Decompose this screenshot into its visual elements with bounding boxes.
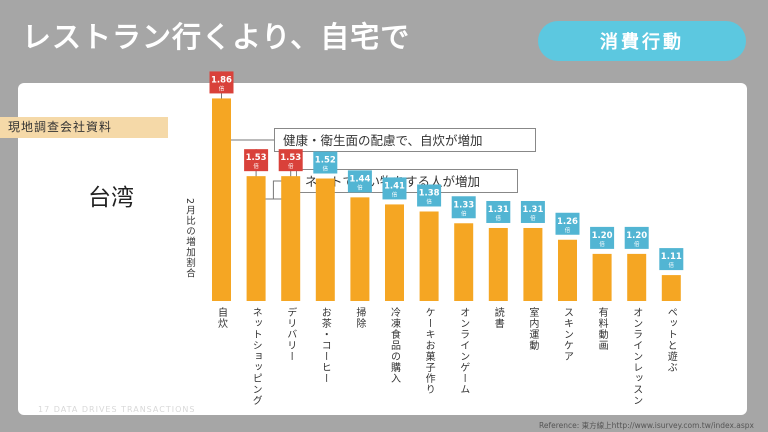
data-label-unit-11: 倍 (599, 240, 605, 248)
page-footer: 17 DATA DRIVES TRANSACTIONS (38, 405, 196, 414)
data-label-bg-7 (451, 196, 476, 219)
bar-10 (558, 239, 577, 301)
category-label-6: ケーキお菓子作り (423, 307, 435, 395)
data-label-unit-5: 倍 (392, 190, 398, 198)
page-title: レストラン行くより、自宅で (22, 20, 411, 54)
data-label-bg-1 (244, 149, 269, 172)
bar-4 (350, 197, 370, 301)
bar-11 (592, 253, 612, 301)
category-label-3: お茶・コーヒー (319, 307, 331, 384)
data-label-unit-7: 倍 (461, 209, 467, 217)
category-label-1: ネットショッピング (250, 307, 262, 406)
data-label-unit-0: 倍 (219, 84, 225, 92)
data-label-unit-9: 倍 (530, 214, 536, 222)
region-label: 台湾 (88, 185, 134, 211)
data-label-bg-8 (486, 200, 511, 223)
bar-3 (315, 178, 335, 301)
data-label-unit-2: 倍 (288, 162, 294, 170)
data-label-4: 1.44 (349, 174, 370, 184)
data-label-bg-5 (382, 177, 407, 200)
data-label-bg-13 (659, 248, 684, 271)
data-label-8: 1.31 (488, 205, 509, 215)
callout-box-cooking: 健康・衛生面の配慮で、自炊が増加 (274, 128, 536, 152)
data-label-unit-12: 倍 (634, 240, 640, 248)
bar-1 (246, 176, 266, 301)
data-label-11: 1.20 (592, 231, 613, 241)
category-label-11: 有料動画 (596, 307, 608, 351)
data-label-9: 1.31 (522, 205, 543, 215)
bar-7 (454, 223, 474, 301)
y-axis-label: 2月比の増加割合 (184, 198, 195, 279)
data-label-bg-4 (347, 170, 372, 193)
data-label-unit-6: 倍 (426, 197, 432, 205)
category-label-10: スキンケア (561, 307, 573, 362)
data-label-unit-13: 倍 (669, 261, 675, 269)
category-label-7: オンラインゲーム (457, 307, 469, 395)
data-label-5: 1.41 (384, 181, 405, 191)
bar-8 (488, 227, 508, 301)
data-label-unit-10: 倍 (565, 226, 571, 234)
data-label-bg-3 (313, 151, 338, 174)
data-label-bg-2 (278, 149, 303, 172)
category-label-4: 掃除 (353, 307, 365, 329)
data-label-unit-1: 倍 (253, 162, 259, 170)
bar-2 (281, 176, 301, 301)
bar-5 (385, 204, 404, 301)
bar-13 (661, 275, 681, 301)
category-label-13: ペットと遊ぶ (665, 307, 677, 373)
data-label-12: 1.20 (626, 231, 647, 241)
bar-12 (627, 253, 647, 301)
data-label-bg-10 (555, 212, 580, 235)
data-label-0: 1.86 (211, 75, 232, 85)
data-label-bg-6 (417, 184, 442, 207)
data-label-1: 1.53 (246, 153, 267, 163)
source-tag: 現地調查会社資料 (0, 117, 168, 138)
data-label-6: 1.38 (419, 188, 440, 198)
category-label-2: デリバリー (284, 307, 296, 362)
data-label-bg-12 (624, 226, 649, 249)
category-label-5: 冷凍食品の購入 (388, 307, 400, 384)
reference-text: Reference: 東方線上http://www.isurvey.com.tw… (539, 421, 754, 430)
data-label-13: 1.11 (661, 252, 682, 262)
data-label-bg-0 (209, 71, 234, 94)
data-label-3: 1.52 (315, 156, 336, 166)
data-label-unit-3: 倍 (323, 165, 329, 173)
data-label-2: 1.53 (280, 153, 301, 163)
data-label-bg-9 (520, 200, 545, 223)
data-label-unit-4: 倍 (357, 183, 363, 191)
data-label-unit-8: 倍 (496, 214, 502, 222)
bar-9 (523, 227, 543, 301)
category-label-0: 自炊 (215, 307, 227, 329)
category-label-9: 室内運動 (526, 307, 538, 351)
category-label-12: オンラインレッスン (630, 307, 642, 406)
data-label-10: 1.26 (557, 217, 578, 227)
category-badge: 消費行動 (538, 21, 746, 61)
bar-0 (212, 98, 231, 301)
data-label-7: 1.33 (453, 200, 474, 210)
category-label-8: 読書 (492, 307, 504, 329)
bar-6 (419, 211, 439, 301)
data-label-bg-11 (590, 226, 615, 249)
